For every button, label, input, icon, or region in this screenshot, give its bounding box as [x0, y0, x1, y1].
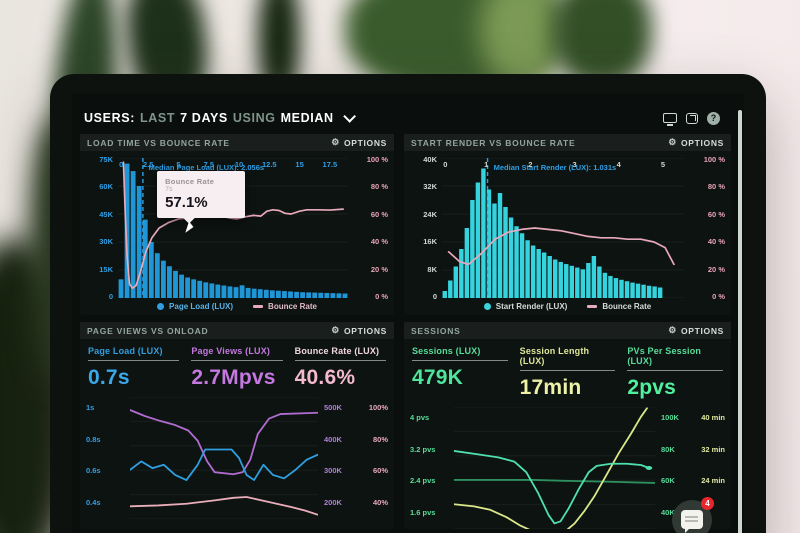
title-last: LAST — [139, 111, 176, 125]
title-users: USERS: — [84, 111, 135, 125]
stat-sessions: Sessions (LUX) 479K — [412, 346, 508, 400]
legend-bounce-rate: Bounce Rate — [253, 302, 317, 311]
dashboard-screen: USERS: LAST 7 DAYS USING MEDIAN ? — [72, 94, 744, 533]
share-icon[interactable] — [686, 112, 698, 124]
stat-value: 2pvs — [627, 376, 677, 399]
panel-load-time: LOAD TIME VS BOUNCE RATE ⚙ OPTIONS 75K 60… — [80, 134, 394, 315]
panel-start-render: START RENDER VS BOUNCE RATE ⚙ OPTIONS 40… — [404, 134, 731, 315]
legend-start-render: Start Render (LUX) — [483, 302, 567, 311]
options-button[interactable]: ⚙ OPTIONS — [668, 137, 724, 148]
median-annotation: Median Page Load (LUX): 2.056s — [148, 163, 265, 172]
stat-value: 0.7s — [88, 366, 130, 389]
panel-title: SESSIONS — [411, 325, 461, 336]
y-axis-left: 75K 60K 45K 30K 15K 0 — [99, 155, 113, 301]
plant-leaf — [552, 0, 652, 87]
stat-page-load: Page Load (LUX) 0.7s — [88, 346, 180, 390]
gear-icon: ⚙ — [331, 325, 340, 335]
legend-page-load: Page Load (LUX) — [157, 302, 233, 311]
stat-session-length: Session Length (LUX) 17min — [519, 346, 616, 400]
legend-dot-icon — [483, 303, 491, 310]
stat-bounce-rate: Bounce Rate (LUX) 40.6% — [294, 346, 386, 390]
options-button[interactable]: ⚙ OPTIONS — [668, 325, 724, 336]
stat-page-views: Page Views (LUX) 2.7Mpvs — [191, 346, 283, 390]
desktop-icon[interactable] — [663, 113, 677, 126]
sessions-chart[interactable] — [454, 407, 655, 529]
y-axis-right: 100 % 80 % 60 % 40 % 20 % 0 % — [703, 155, 725, 301]
chart-legend: Page Load (LUX) Bounce Rate — [80, 298, 394, 315]
laptop: USERS: LAST 7 DAYS USING MEDIAN ? — [50, 74, 766, 533]
median-annotation: Median Start Render (LUX): 1.031s — [493, 163, 617, 172]
page-views-chart[interactable] — [130, 397, 318, 519]
scrollbar[interactable] — [738, 110, 742, 533]
stats-row: Sessions (LUX) 479K Session Length (LUX)… — [404, 339, 731, 403]
stat-value: 17min — [519, 376, 582, 399]
chat-bubble-icon — [681, 510, 703, 533]
users-filter-dropdown[interactable]: USERS: LAST 7 DAYS USING MEDIAN — [84, 109, 356, 125]
options-button[interactable]: ⚙ OPTIONS — [331, 137, 387, 148]
tooltip-value: 57.1% — [165, 193, 208, 211]
panel-page-views-onload: PAGE VIEWS VS ONLOAD ⚙ OPTIONS Page Load… — [80, 322, 394, 529]
gear-icon: ⚙ — [668, 325, 677, 335]
stats-row: Page Load (LUX) 0.7s Page Views (LUX) 2.… — [80, 339, 394, 393]
y-axis-right: 100 % 80 % 60 % 40 % 20 % 0 % — [366, 155, 388, 301]
stat-value: 2.7Mpvs — [191, 366, 276, 389]
gear-icon: ⚙ — [331, 137, 340, 147]
legend-bounce-rate: Bounce Rate — [587, 302, 651, 311]
dashboard-header: USERS: LAST 7 DAYS USING MEDIAN ? — [84, 106, 730, 130]
y-axis-left: 4 pvs 3.2 pvs 2.4 pvs 1.6 pvs — [410, 413, 436, 517]
bounce-rate-tooltip: Bounce Rate 7s 57.1% — [157, 170, 246, 218]
stat-pvs-per-session: PVs Per Session (LUX) 2pvs — [627, 346, 723, 400]
legend-line-icon — [253, 305, 264, 308]
panel-title: PAGE VIEWS VS ONLOAD — [87, 325, 209, 336]
y-axis-right: 500K 100% 400K 80% 300K 60% 200K 40% — [324, 403, 388, 507]
chevron-down-icon — [342, 109, 356, 123]
stat-value: 40.6% — [294, 366, 356, 389]
plant-leaf — [480, 0, 565, 85]
title-metric: MEDIAN — [280, 111, 334, 125]
legend-line-icon — [587, 305, 598, 308]
stat-value: 479K — [412, 366, 464, 389]
gear-icon: ⚙ — [668, 137, 677, 147]
notification-badge: 4 — [701, 497, 714, 510]
title-range: 7 DAYS — [180, 111, 228, 125]
options-button[interactable]: ⚙ OPTIONS — [331, 325, 387, 336]
chart-legend: Start Render (LUX) Bounce Rate — [404, 298, 731, 315]
help-icon[interactable]: ? — [707, 111, 720, 125]
y-axis-left: 40K 32K 24K 16K 8K 0 — [423, 155, 437, 301]
y-axis-right: 100K 40 min 80K 32 min 60K 24 min 40K — [661, 413, 725, 517]
title-using: USING — [232, 111, 276, 125]
panel-sessions: SESSIONS ⚙ OPTIONS Sessions (LUX) 479K — [404, 322, 731, 529]
chat-widget-button[interactable]: 4 — [672, 497, 714, 533]
y-axis-left: 1s 0.8s 0.6s 0.4s — [86, 403, 101, 507]
panel-title: START RENDER VS BOUNCE RATE — [411, 137, 576, 148]
legend-dot-icon — [157, 303, 165, 310]
panel-title: LOAD TIME VS BOUNCE RATE — [87, 137, 230, 148]
load-time-chart[interactable]: Median Page Load (LUX): 2.056s Bounce Ra… — [118, 158, 348, 298]
x-axis: 0 2.5 5 7.5 10 12.5 15 17.5 — [119, 160, 338, 169]
